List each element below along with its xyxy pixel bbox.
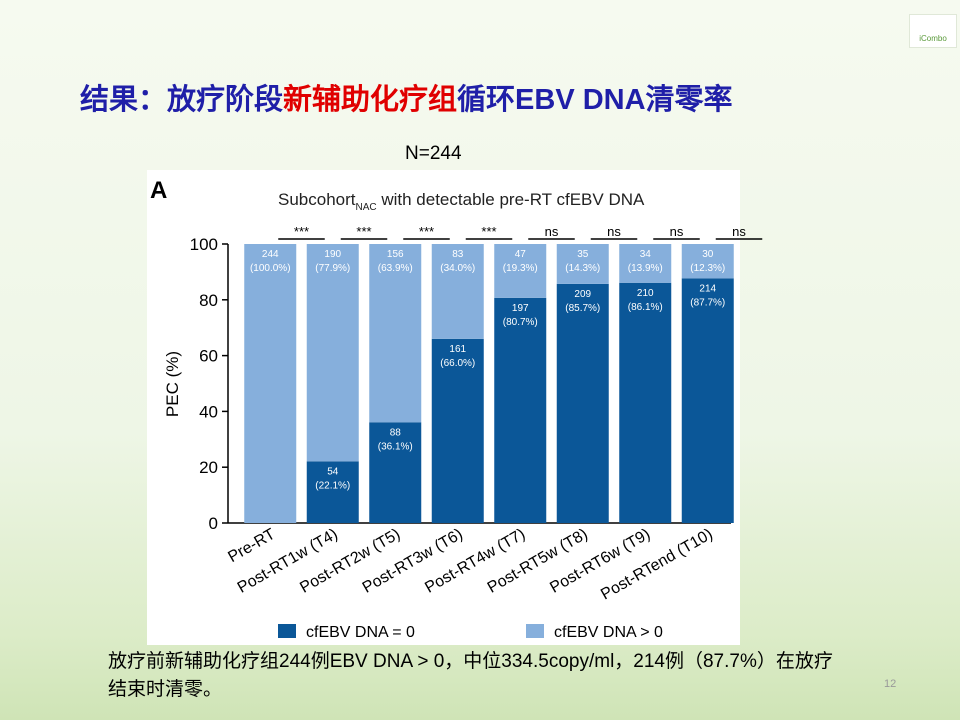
value-label: (12.3%) bbox=[690, 263, 725, 274]
title-part: 新辅助化疗组 bbox=[283, 84, 458, 116]
count-label: 35 bbox=[577, 249, 589, 260]
significance-label: *** bbox=[481, 224, 496, 239]
bar-segment bbox=[681, 278, 734, 523]
bar-segment bbox=[244, 244, 297, 523]
value-label: (22.1%) bbox=[315, 480, 350, 491]
value-label: (87.7%) bbox=[690, 297, 725, 308]
count-label: 156 bbox=[387, 249, 404, 260]
bar-segment bbox=[556, 283, 609, 523]
bar-segment bbox=[556, 244, 609, 284]
slide-title: 结果：放疗阶段新辅助化疗组循环EBV DNA清零率 bbox=[80, 76, 733, 118]
bar-segment bbox=[431, 338, 484, 523]
significance-label: *** bbox=[294, 224, 309, 239]
count-label: 83 bbox=[452, 249, 464, 260]
bar-segment bbox=[494, 297, 547, 523]
legend-label: cfEBV DNA > 0 bbox=[554, 624, 663, 641]
value-label: (100.0%) bbox=[250, 263, 291, 274]
bar-segment bbox=[306, 461, 359, 523]
value-label: (66.0%) bbox=[440, 358, 475, 369]
bar-segment bbox=[369, 244, 422, 423]
value-label: (34.0%) bbox=[440, 263, 475, 274]
title-subscript: NAC bbox=[356, 202, 377, 213]
count-label: 88 bbox=[390, 427, 402, 438]
count-label: 54 bbox=[327, 466, 339, 477]
page-number: 12 bbox=[884, 678, 897, 690]
bar-segment bbox=[619, 244, 672, 283]
bar-segment bbox=[306, 244, 359, 462]
y-tick-label: 100 bbox=[190, 235, 218, 254]
y-tick-label: 40 bbox=[199, 402, 218, 421]
legend-swatch bbox=[278, 624, 296, 638]
title-part: 结果：放疗阶段 bbox=[80, 84, 284, 116]
y-tick-label: 80 bbox=[199, 291, 218, 310]
value-label: (63.9%) bbox=[378, 263, 413, 274]
count-label: 161 bbox=[449, 344, 466, 355]
sample-size: N=244 bbox=[405, 143, 462, 164]
value-label: (80.7%) bbox=[503, 317, 538, 328]
bar-segment bbox=[369, 422, 422, 523]
count-label: 30 bbox=[702, 249, 714, 260]
legend-swatch bbox=[526, 624, 544, 638]
significance-label: ns bbox=[670, 224, 684, 239]
panel-label: A bbox=[150, 177, 167, 204]
legend-label: cfEBV DNA = 0 bbox=[306, 624, 415, 641]
count-label: 210 bbox=[637, 288, 654, 299]
value-label: (14.3%) bbox=[565, 263, 600, 274]
significance-label: ns bbox=[545, 224, 559, 239]
count-label: 47 bbox=[515, 249, 527, 260]
count-label: 34 bbox=[640, 249, 652, 260]
count-label: 209 bbox=[574, 289, 591, 300]
chart-title: SubcohortNAC with detectable pre-RT cfEB… bbox=[278, 190, 645, 213]
value-label: (19.3%) bbox=[503, 263, 538, 274]
value-label: (13.9%) bbox=[628, 263, 663, 274]
y-axis-label: PEC (%) bbox=[163, 351, 182, 417]
significance-label: *** bbox=[419, 224, 434, 239]
significance-label: ns bbox=[732, 224, 746, 239]
title-part: 循环EBV DNA清零率 bbox=[457, 84, 733, 116]
count-label: 244 bbox=[262, 249, 279, 260]
count-label: 197 bbox=[512, 303, 529, 314]
bar-segment bbox=[431, 244, 484, 339]
value-label: (85.7%) bbox=[565, 303, 600, 314]
count-label: 190 bbox=[324, 249, 341, 260]
significance-label: ns bbox=[607, 224, 621, 239]
bar-segment bbox=[619, 282, 672, 523]
value-label: (86.1%) bbox=[628, 302, 663, 313]
bar-segment bbox=[494, 244, 547, 298]
title-main: Subcohort bbox=[278, 190, 356, 209]
y-tick-label: 0 bbox=[209, 514, 218, 533]
bar-segment bbox=[681, 244, 734, 279]
logo: iCombo bbox=[909, 14, 957, 48]
y-tick-label: 20 bbox=[199, 458, 218, 477]
y-tick-label: 60 bbox=[199, 347, 218, 366]
count-label: 214 bbox=[699, 283, 716, 294]
caption: 放疗前新辅助化疗组244例EBV DNA > 0，中位334.5copy/ml，… bbox=[108, 651, 833, 700]
title-suffix: with detectable pre-RT cfEBV DNA bbox=[377, 190, 645, 209]
value-label: (77.9%) bbox=[315, 263, 350, 274]
value-label: (36.1%) bbox=[378, 441, 413, 452]
significance-label: *** bbox=[356, 224, 371, 239]
